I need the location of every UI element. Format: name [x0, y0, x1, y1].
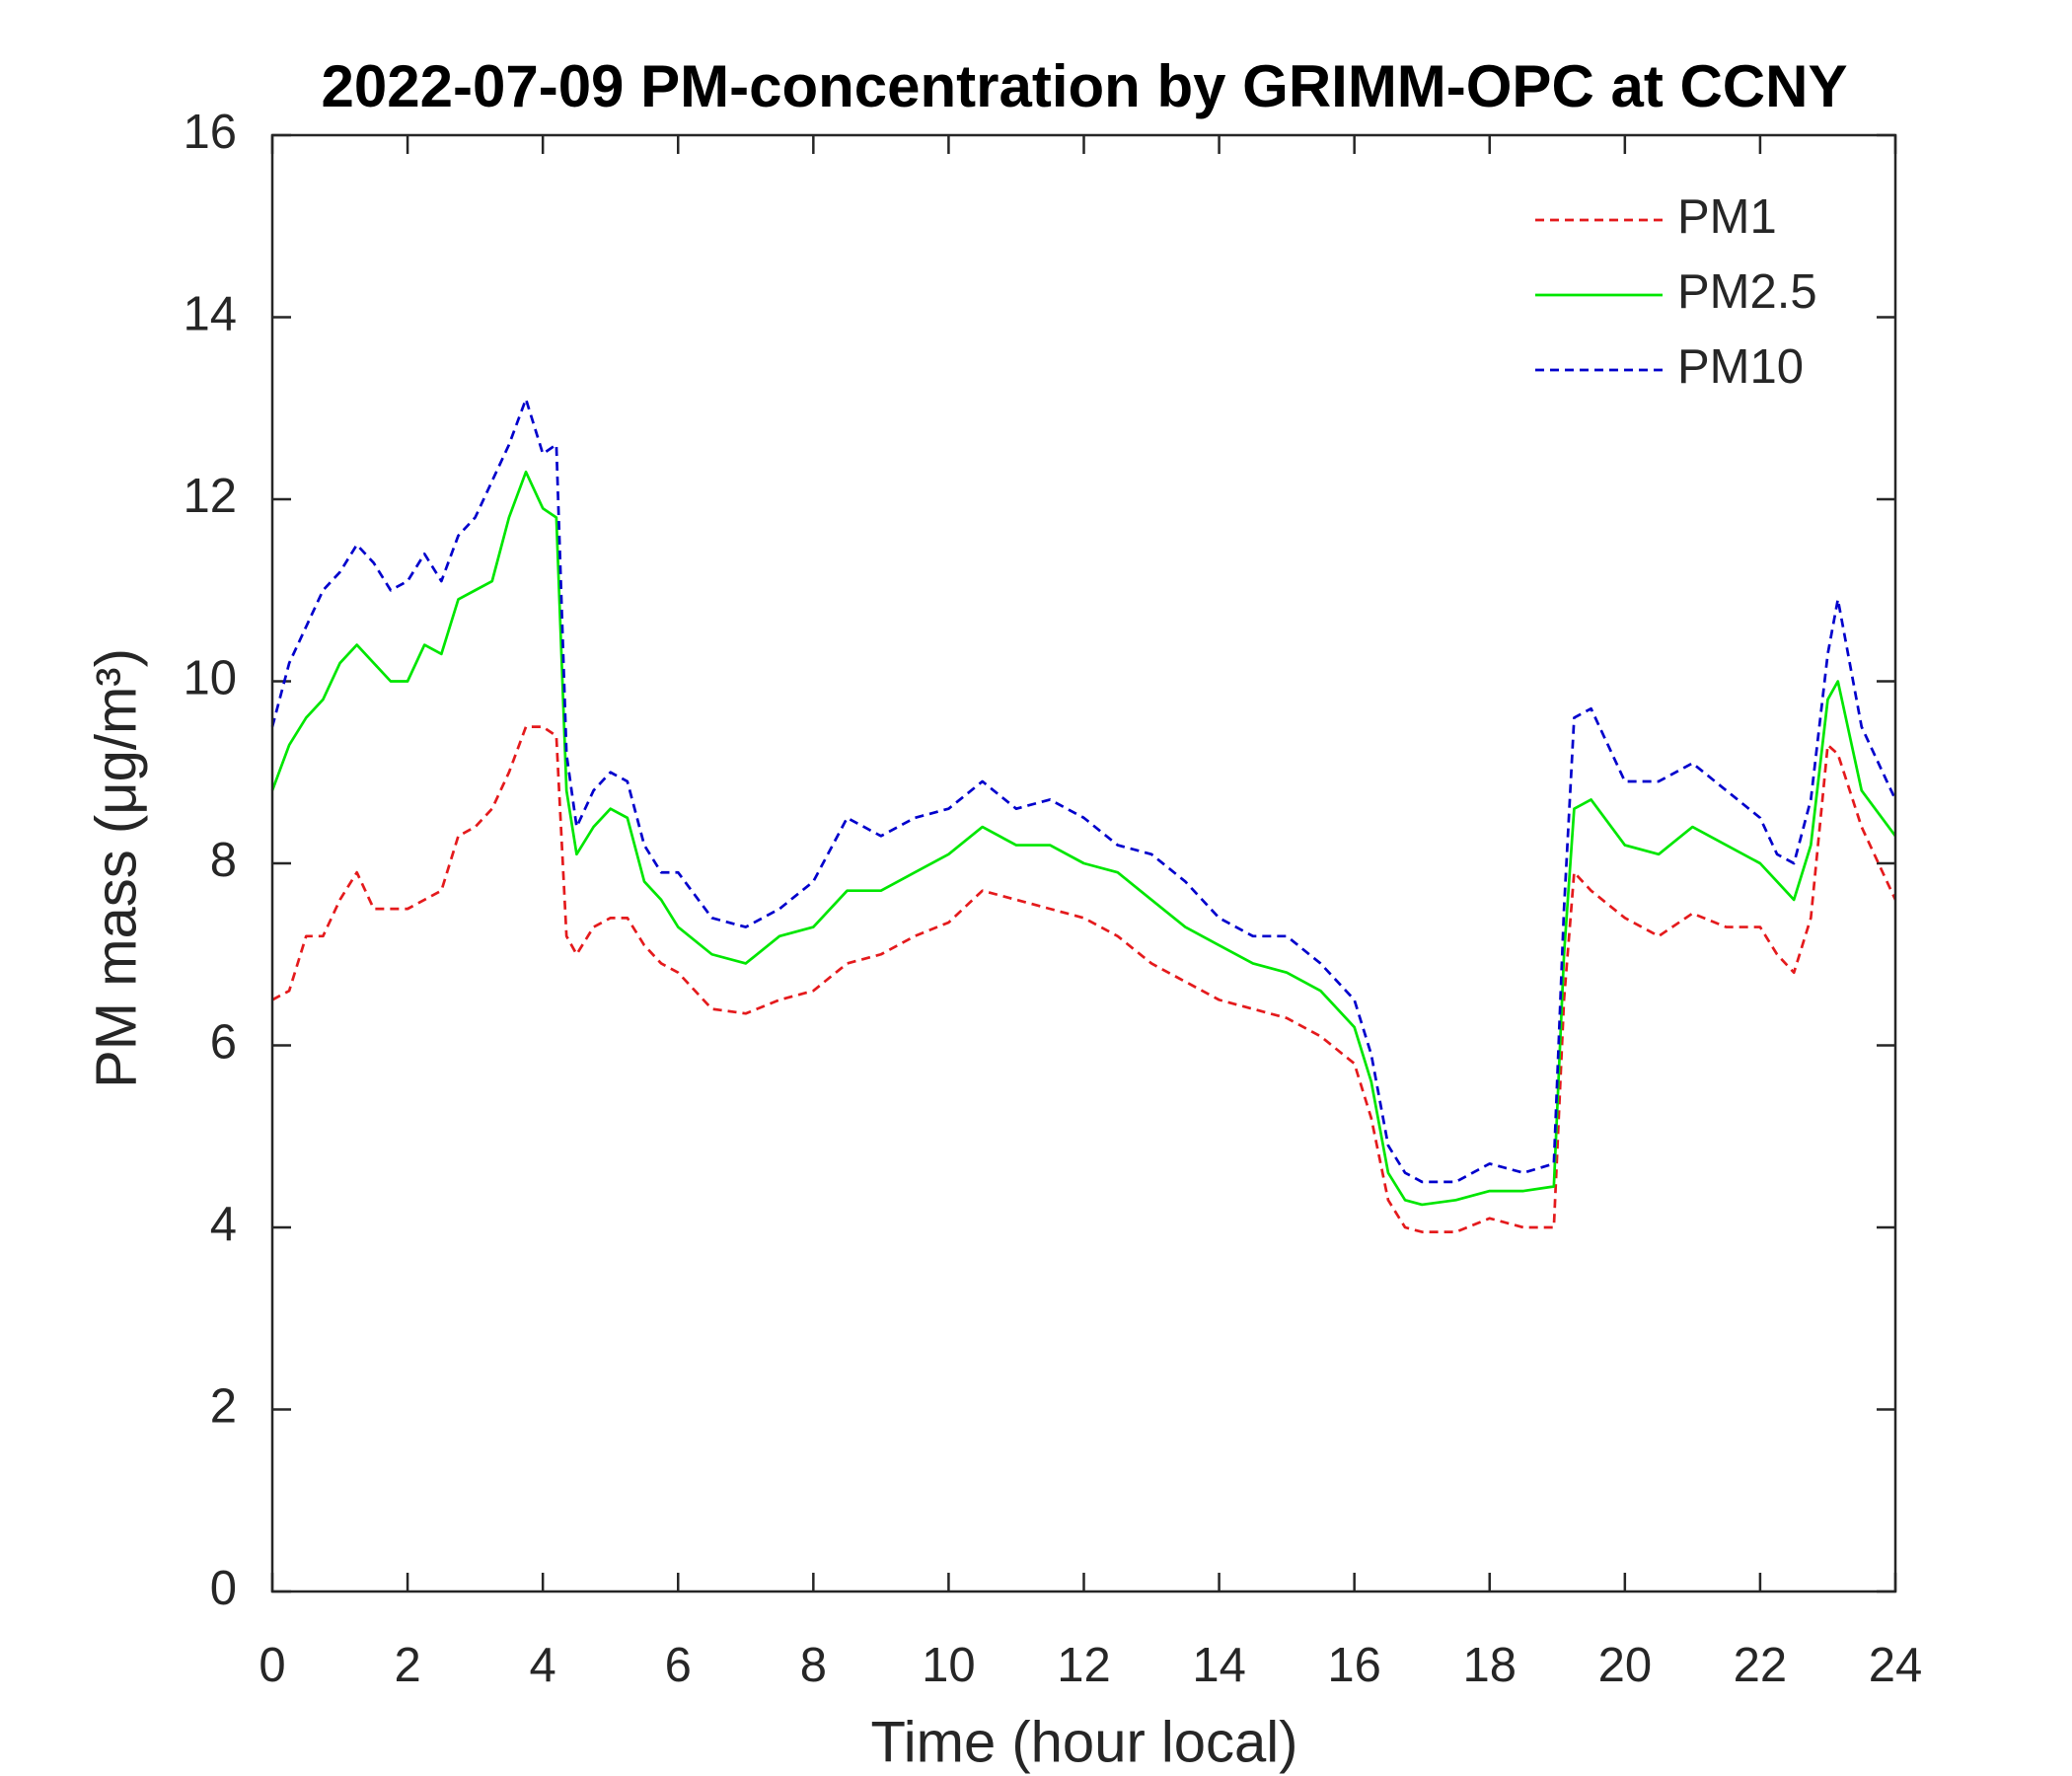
series-line: [270, 470, 1897, 1207]
x-tick-label: 0: [259, 1639, 285, 1692]
x-tick-label: 4: [530, 1639, 556, 1692]
legend-label: PM2.5: [1677, 265, 1817, 319]
x-tick-label: 10: [922, 1639, 976, 1692]
y-tick-label: 12: [183, 470, 237, 523]
legend-label: PM1: [1677, 190, 1777, 244]
y-tick-label: 0: [210, 1562, 237, 1615]
x-tick-label: 14: [1192, 1639, 1246, 1692]
x-tick-label: 12: [1057, 1639, 1111, 1692]
x-tick-label: 20: [1598, 1639, 1653, 1692]
chart-title: 2022-07-09 PM-concentration by GRIMM-OPC…: [322, 53, 1848, 119]
y-axis-label: PM mass (μg/m³): [84, 648, 148, 1088]
y-tick-label: 8: [210, 834, 237, 887]
legend-label: PM10: [1677, 340, 1804, 394]
x-tick-label: 2: [394, 1639, 420, 1692]
series-line: [271, 725, 1897, 1233]
y-tick-label: 6: [210, 1015, 237, 1069]
x-tick-label: 24: [1869, 1639, 1923, 1692]
x-tick-label: 16: [1327, 1639, 1381, 1692]
x-axis-label: Time (hour local): [871, 1710, 1298, 1774]
x-tick-label: 8: [800, 1639, 827, 1692]
y-tick-label: 14: [183, 287, 237, 340]
x-tick-label: 18: [1462, 1639, 1517, 1692]
plot-frame: [270, 133, 1897, 1593]
x-tick-label: 6: [665, 1639, 692, 1692]
y-tick-label: 10: [183, 651, 237, 704]
y-tick-label: 16: [183, 106, 237, 159]
x-tick-label: 22: [1734, 1639, 1788, 1692]
y-tick-label: 4: [210, 1198, 237, 1251]
series-line: [270, 398, 1897, 1184]
y-tick-label: 2: [210, 1379, 237, 1433]
